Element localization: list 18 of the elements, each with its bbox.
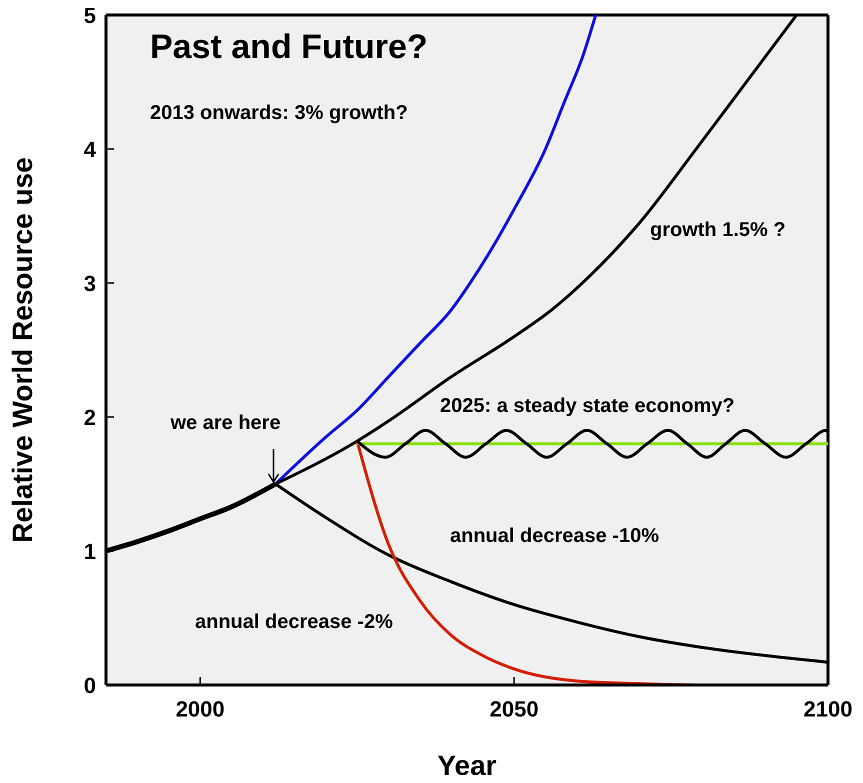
annotation: annual decrease -10% [450, 525, 660, 547]
x-axis-title: Year [437, 750, 497, 781]
annotation: growth 1.5% ? [650, 219, 786, 241]
y-tick-label: 0 [84, 672, 96, 698]
y-tick-label: 3 [84, 270, 96, 296]
annotation: annual decrease -2% [195, 611, 394, 633]
y-tick-label: 5 [84, 2, 96, 28]
y-tick-label: 2 [84, 404, 96, 430]
chart-title: Past and Future? [150, 28, 428, 66]
annotation: 2025: a steady state economy? [440, 395, 735, 417]
y-tick-label: 4 [84, 136, 97, 162]
x-tick-label: 2050 [490, 696, 539, 722]
y-tick-label: 1 [84, 538, 96, 564]
annotation: 2013 onwards: 3% growth? [150, 102, 408, 124]
y-axis-title: Relative World Resource use [6, 157, 38, 543]
x-tick-label: 2000 [176, 696, 225, 722]
annotation: we are here [170, 412, 281, 434]
x-tick-label: 2100 [804, 696, 852, 722]
